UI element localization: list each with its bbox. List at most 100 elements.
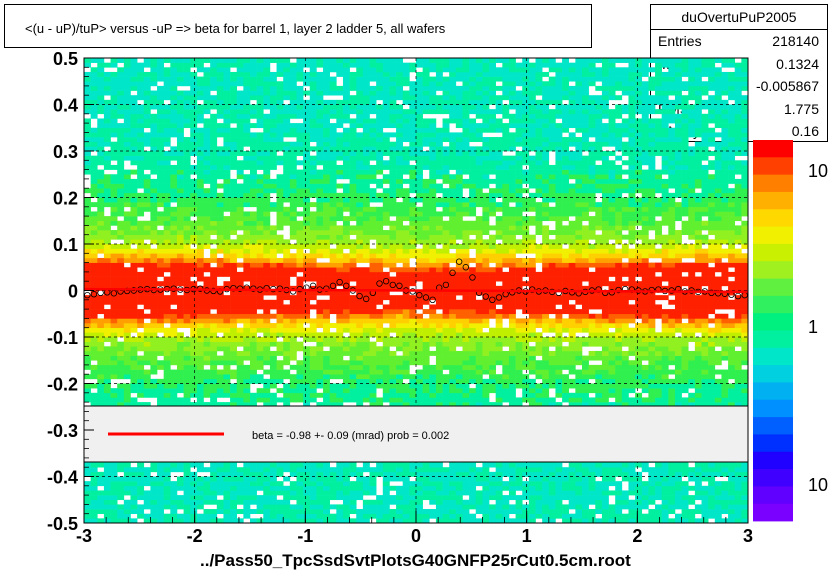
heatmap-cell bbox=[170, 397, 178, 403]
heatmap-cell bbox=[681, 276, 689, 282]
heatmap-cell bbox=[349, 467, 357, 473]
heatmap-cell bbox=[495, 323, 503, 328]
heatmap-cell bbox=[535, 388, 543, 394]
heatmap-cell bbox=[376, 397, 384, 403]
heatmap-cell bbox=[316, 453, 324, 459]
heatmap-cell bbox=[362, 467, 370, 473]
heatmap-cell bbox=[435, 313, 443, 319]
heatmap-cell bbox=[641, 234, 649, 240]
heatmap-cell bbox=[303, 504, 311, 510]
heatmap-cell bbox=[289, 253, 297, 259]
heatmap-cell bbox=[522, 295, 530, 301]
heatmap-cell bbox=[628, 364, 636, 370]
heatmap-cell bbox=[628, 220, 636, 226]
heatmap-cell bbox=[323, 230, 330, 235]
heatmap-cell bbox=[648, 337, 656, 342]
heatmap-cell bbox=[329, 239, 337, 245]
heatmap-cell bbox=[123, 513, 131, 519]
heatmap-cell bbox=[130, 471, 138, 477]
heatmap-cell bbox=[369, 309, 377, 315]
heatmap-cell bbox=[462, 383, 470, 389]
heatmap-cell bbox=[243, 476, 251, 482]
heatmap-cell bbox=[336, 332, 344, 338]
heatmap-cell bbox=[595, 490, 603, 496]
heatmap-cell bbox=[442, 225, 450, 231]
heatmap-cell bbox=[455, 276, 463, 282]
heatmap-cell bbox=[329, 490, 337, 496]
heatmap-cell bbox=[230, 230, 238, 235]
heatmap-cell bbox=[522, 374, 530, 380]
heatmap-cell bbox=[568, 402, 576, 408]
heatmap-cell bbox=[741, 509, 749, 514]
heatmap-cell bbox=[635, 495, 643, 501]
heatmap-cell bbox=[90, 299, 98, 305]
heatmap-cell bbox=[190, 239, 198, 245]
heatmap-cell bbox=[283, 253, 291, 259]
heatmap-cell bbox=[349, 360, 357, 366]
heatmap-cell bbox=[462, 513, 470, 519]
heatmap-cell bbox=[489, 290, 496, 296]
heatmap-cell bbox=[117, 299, 125, 305]
stats-row-mean-y: Mean y -0.005867 bbox=[651, 75, 827, 98]
heatmap-cell bbox=[582, 369, 589, 375]
heatmap-cell bbox=[655, 313, 662, 319]
heatmap-cell bbox=[435, 350, 443, 356]
heatmap-cell bbox=[309, 462, 317, 468]
heatmap-cell bbox=[522, 453, 530, 459]
heatmap-cell bbox=[130, 285, 138, 291]
heatmap-cell bbox=[163, 364, 171, 370]
heatmap-cell bbox=[210, 453, 218, 459]
heatmap-cell bbox=[429, 388, 437, 394]
heatmap-cell bbox=[495, 220, 503, 226]
heatmap-cell bbox=[688, 476, 696, 482]
heatmap-cell bbox=[389, 509, 397, 514]
heatmap-cell bbox=[674, 341, 682, 347]
heatmap-cell bbox=[150, 230, 158, 235]
heatmap-cell bbox=[84, 276, 91, 282]
heatmap-cell bbox=[595, 313, 603, 319]
heatmap-cell bbox=[655, 481, 662, 487]
heatmap-cell bbox=[721, 295, 729, 301]
heatmap-cell bbox=[97, 462, 105, 468]
heatmap-cell bbox=[163, 481, 171, 487]
heatmap-cell bbox=[522, 230, 530, 235]
heatmap-cell bbox=[734, 304, 742, 310]
heatmap-cell bbox=[575, 504, 583, 510]
heatmap-cell bbox=[528, 276, 536, 282]
heatmap-cell bbox=[323, 457, 330, 463]
heatmap-cell bbox=[309, 244, 317, 249]
heatmap-cell bbox=[416, 220, 423, 226]
heatmap-cell bbox=[402, 295, 410, 301]
heatmap-cell bbox=[223, 267, 231, 273]
heatmap-cell bbox=[694, 230, 702, 235]
heatmap-cell bbox=[528, 239, 536, 245]
heatmap-cell bbox=[110, 457, 118, 463]
heatmap-cell bbox=[296, 392, 304, 398]
heatmap-cell bbox=[84, 262, 91, 268]
heatmap-cell bbox=[409, 513, 417, 519]
heatmap-cell bbox=[84, 304, 91, 310]
heatmap-cell bbox=[429, 457, 437, 463]
heatmap-cell bbox=[688, 360, 696, 366]
heatmap-cell bbox=[555, 327, 563, 333]
heatmap-cell bbox=[296, 341, 304, 347]
heatmap-cell bbox=[469, 476, 477, 482]
heatmap-cell bbox=[176, 271, 184, 277]
heatmap-cell bbox=[475, 309, 483, 315]
heatmap-cell bbox=[515, 332, 523, 338]
heatmap-cell bbox=[276, 504, 284, 510]
heatmap-cell bbox=[243, 295, 251, 301]
heatmap-cell bbox=[582, 225, 589, 231]
heatmap-cell bbox=[250, 239, 257, 245]
heatmap-cell bbox=[369, 499, 377, 505]
heatmap-cell bbox=[296, 313, 304, 319]
heatmap-cell bbox=[183, 499, 191, 505]
heatmap-cell bbox=[163, 471, 171, 477]
stats-value: 0.16 bbox=[791, 123, 819, 139]
heatmap-cell bbox=[236, 457, 244, 463]
heatmap-cell bbox=[382, 471, 390, 477]
heatmap-cell bbox=[601, 490, 609, 496]
heatmap-cell bbox=[661, 499, 669, 505]
heatmap-cell bbox=[442, 337, 450, 342]
heatmap-cell bbox=[190, 262, 198, 268]
